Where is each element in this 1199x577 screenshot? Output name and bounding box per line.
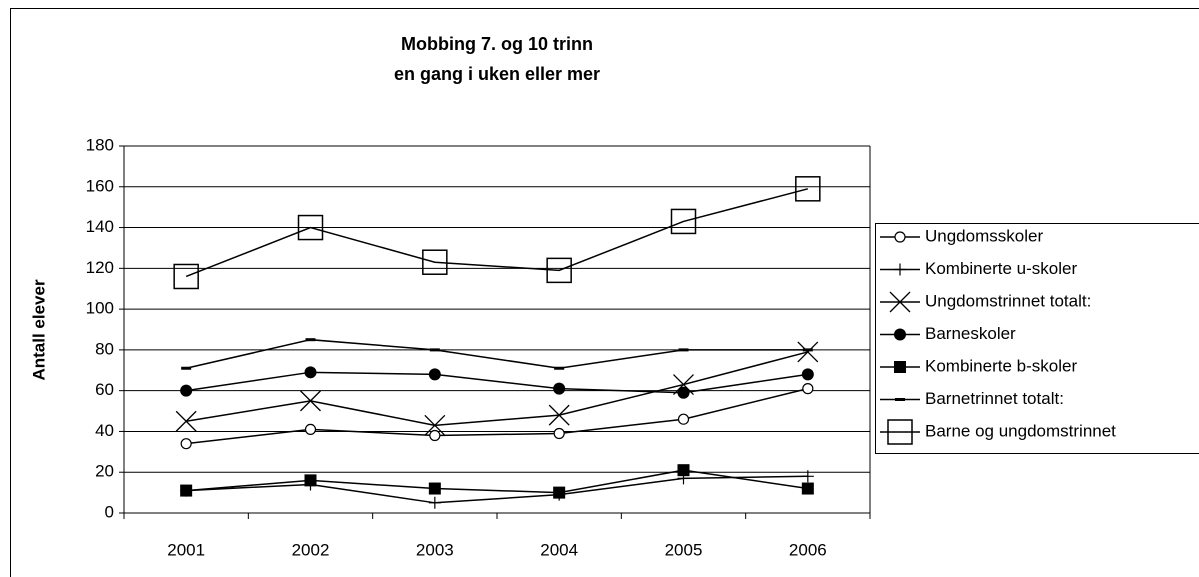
marker xyxy=(173,263,199,290)
marker xyxy=(422,249,448,275)
legend-box xyxy=(875,223,1199,454)
y-tick-label: 20 xyxy=(95,462,114,481)
marker xyxy=(801,470,814,483)
y-tick-label: 80 xyxy=(95,339,114,358)
x-tick-label: 2002 xyxy=(292,540,330,559)
y-tick-label: 40 xyxy=(95,421,114,440)
marker xyxy=(553,486,566,499)
marker xyxy=(304,423,317,436)
series-line xyxy=(186,387,809,445)
x-tick-label: 2003 xyxy=(416,540,454,559)
marker xyxy=(894,231,906,243)
legend-label: Ungdomstrinnet totalt: xyxy=(925,291,1091,310)
marker xyxy=(300,390,321,412)
series-line xyxy=(185,338,808,369)
marker xyxy=(801,482,814,495)
marker xyxy=(802,383,814,395)
marker xyxy=(548,404,570,426)
legend-label: Ungdomsskoler xyxy=(925,226,1043,245)
x-tick-label: 2001 xyxy=(167,540,205,559)
marker xyxy=(894,328,906,341)
marker xyxy=(180,384,193,397)
legend-label: Kombinerte b-skoler xyxy=(925,356,1077,375)
chart-subtitle: en gang i uken eller mer xyxy=(394,64,600,84)
series-line xyxy=(186,475,808,504)
series-line xyxy=(186,469,808,494)
marker xyxy=(894,361,906,373)
marker xyxy=(894,263,906,276)
marker xyxy=(428,482,441,495)
marker xyxy=(180,438,192,450)
y-axis-label: Antall elever xyxy=(29,279,48,380)
marker xyxy=(677,386,690,399)
marker xyxy=(887,419,913,445)
x-tick-label: 2005 xyxy=(665,540,703,559)
y-tick-label: 140 xyxy=(86,217,114,236)
y-tick-label: 160 xyxy=(86,176,114,195)
y-tick-label: 120 xyxy=(86,258,114,277)
marker xyxy=(546,257,572,284)
marker xyxy=(889,291,911,313)
y-tick-label: 180 xyxy=(86,135,114,154)
marker xyxy=(553,427,565,440)
y-tick-label: 100 xyxy=(86,299,114,318)
marker xyxy=(795,176,821,202)
marker xyxy=(797,341,819,363)
marker xyxy=(424,414,446,436)
marker xyxy=(670,208,697,235)
marker xyxy=(428,496,441,509)
marker xyxy=(677,413,690,425)
marker xyxy=(429,429,441,442)
series-line xyxy=(185,188,809,278)
marker xyxy=(677,464,690,477)
series-line xyxy=(186,351,809,427)
legend-label: Barne og ungdomstrinnet xyxy=(925,421,1116,440)
y-tick-label: 0 xyxy=(105,502,114,521)
marker xyxy=(297,214,324,241)
marker xyxy=(304,474,317,487)
chart-title: Mobbing 7. og 10 trinn xyxy=(401,34,593,54)
marker xyxy=(428,368,441,381)
x-tick-label: 2006 xyxy=(789,540,827,559)
marker xyxy=(801,368,814,381)
legend-label: Barnetrinnet totalt: xyxy=(925,389,1064,408)
legend-label: Barneskoler xyxy=(925,324,1016,343)
y-tick-label: 60 xyxy=(95,380,114,399)
x-tick-label: 2004 xyxy=(540,540,578,559)
legend-label: Kombinerte u-skoler xyxy=(925,259,1077,278)
marker xyxy=(304,366,317,379)
marker xyxy=(553,382,566,395)
marker xyxy=(175,410,197,432)
series-line xyxy=(186,371,808,394)
marker xyxy=(180,484,193,497)
